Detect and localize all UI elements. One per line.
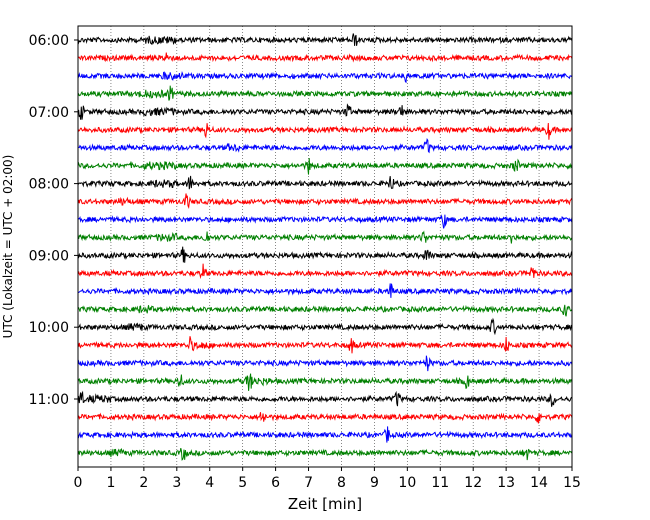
y-tick-label: 09:00 <box>29 248 69 264</box>
x-tick-label: 10 <box>398 475 416 491</box>
seismic-trace <box>77 214 573 229</box>
y-axis-label: UTC (Lokalzeit = UTC + 02:00) <box>1 155 15 339</box>
x-tick-label: 4 <box>205 475 214 491</box>
seismic-trace <box>77 70 573 84</box>
seismic-trace <box>77 355 573 372</box>
x-tick-label: 3 <box>172 475 181 491</box>
x-axis-label: Zeit [min] <box>288 495 362 513</box>
plot-frame <box>77 25 573 468</box>
seismic-trace <box>77 283 573 298</box>
seismic-trace <box>77 390 573 407</box>
seismic-trace <box>78 138 573 154</box>
seismic-trace <box>77 263 573 280</box>
x-tick-label: 15 <box>563 475 581 491</box>
seismic-trace <box>77 157 573 175</box>
x-tick-label: 14 <box>530 475 548 491</box>
x-tick-label: 1 <box>106 475 115 491</box>
seismic-trace <box>77 317 573 336</box>
y-tick-label: 07:00 <box>29 105 69 121</box>
seismic-trace <box>78 304 573 317</box>
seismic-trace <box>77 230 573 244</box>
x-tick-label: 12 <box>464 475 482 491</box>
y-axis: 06:00 07:00 08:00 09:00 10:00 11:00 <box>29 33 78 408</box>
seismic-trace <box>77 175 573 190</box>
y-tick-label: 11:00 <box>29 392 69 408</box>
seismic-trace <box>77 412 573 424</box>
trace-layer <box>77 33 573 461</box>
seismic-trace <box>77 33 573 46</box>
x-axis: 0 1 2 3 4 5 6 7 8 9 10 11 12 13 14 15 <box>74 467 581 491</box>
y-tick-label: 08:00 <box>29 177 69 193</box>
y-tick-label: 10:00 <box>29 320 69 336</box>
x-tick-label: 0 <box>74 475 83 491</box>
seismic-trace <box>77 336 573 354</box>
seismic-trace <box>77 426 573 443</box>
x-tick-label: 6 <box>271 475 280 491</box>
seismic-trace <box>77 122 573 140</box>
x-tick-label: 5 <box>238 475 247 491</box>
seismic-trace <box>77 103 573 120</box>
x-tick-label: 9 <box>370 475 379 491</box>
x-tick-label: 11 <box>431 475 449 491</box>
seismic-trace <box>77 193 573 210</box>
x-tick-label: 7 <box>304 475 313 491</box>
x-tick-label: 8 <box>337 475 346 491</box>
seismic-trace <box>77 373 573 391</box>
y-tick-label: 06:00 <box>29 33 69 49</box>
x-tick-label: 13 <box>497 475 515 491</box>
x-tick-label: 2 <box>139 475 148 491</box>
seismic-trace <box>77 85 573 101</box>
seismic-trace <box>77 447 573 461</box>
seismic-trace <box>77 52 573 63</box>
seismic-trace <box>77 246 573 263</box>
